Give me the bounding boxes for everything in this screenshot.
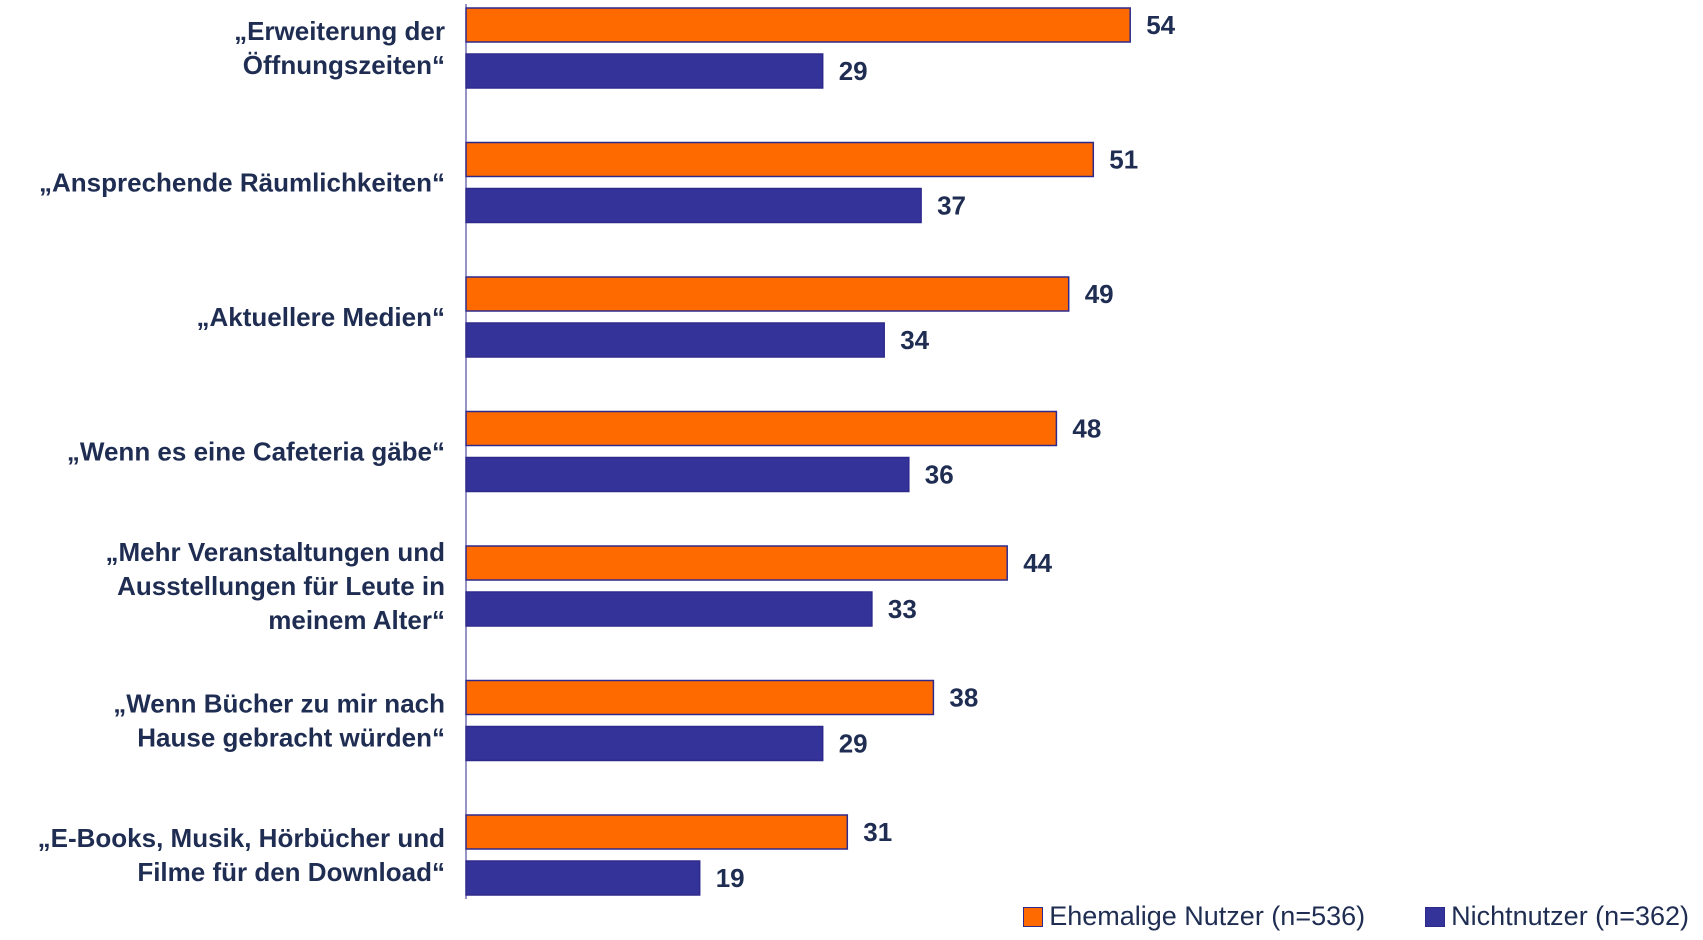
bar-nichtnutzer-4 (465, 456, 910, 493)
category-label-6-line-1: „Wenn Bücher zu mir nach (113, 689, 445, 719)
legend-swatch-nichtnutzer (1425, 906, 1446, 927)
bar-nichtnutzer-7 (465, 860, 701, 896)
value-label-nichtnutzer-7: 19 (716, 863, 745, 893)
bar-ehemalige-7 (465, 814, 849, 850)
legend-label-nichtnutzer: Nichtnutzer (n=362) (1451, 901, 1689, 931)
category-label-1-line-1: „Erweiterung der (234, 16, 445, 46)
bar-ehemalige-5 (465, 545, 1008, 581)
bar-ehemalige-3 (465, 276, 1070, 312)
value-label-nichtnutzer-2: 37 (937, 191, 966, 221)
value-label-ehemalige-5: 44 (1023, 548, 1052, 578)
bar-ehemalige-1 (465, 7, 1131, 43)
value-label-nichtnutzer-1: 29 (839, 56, 868, 86)
category-label-7-line-2: Filme für den Download“ (137, 857, 445, 887)
value-label-nichtnutzer-3: 34 (900, 325, 929, 355)
bar-ehemalige-4 (465, 410, 1058, 447)
bar-nichtnutzer-2 (465, 187, 922, 224)
legend-swatch-ehemalige (1023, 906, 1044, 927)
value-label-ehemalige-6: 38 (949, 683, 978, 713)
legend-item-nichtnutzer: Nichtnutzer (n=362) (1425, 901, 1689, 932)
value-label-nichtnutzer-5: 33 (888, 594, 917, 624)
value-label-ehemalige-3: 49 (1085, 279, 1114, 309)
category-label-1-line-2: Öffnungszeiten“ (243, 50, 445, 80)
bar-nichtnutzer-6 (465, 725, 824, 762)
legend-label-ehemalige: Ehemalige Nutzer (n=536) (1049, 901, 1366, 931)
category-label-2: „Ansprechende Räumlichkeiten“ (39, 168, 445, 198)
value-label-ehemalige-2: 51 (1109, 145, 1138, 175)
bar-nichtnutzer-3 (465, 322, 885, 358)
value-label-nichtnutzer-4: 36 (925, 460, 954, 490)
bar-ehemalige-2 (465, 141, 1095, 178)
bar-ehemalige-6 (465, 679, 935, 716)
bar-nichtnutzer-1 (465, 53, 824, 89)
category-label-3: „Aktuellere Medien“ (196, 302, 445, 332)
bar-nichtnutzer-5 (465, 591, 873, 627)
value-label-ehemalige-1: 54 (1146, 10, 1175, 40)
value-label-ehemalige-7: 31 (863, 817, 892, 847)
category-label-5-line-3: meinem Alter“ (268, 605, 445, 635)
category-label-4: „Wenn es eine Cafeteria gäbe“ (67, 437, 445, 467)
value-label-nichtnutzer-6: 29 (839, 729, 868, 759)
category-label-7-line-1: „E-Books, Musik, Hörbücher und (38, 823, 445, 853)
chart-legend: Ehemalige Nutzer (n=536) Nichtnutzer (n=… (1023, 901, 1689, 932)
category-label-6-line-2: Hause gebracht würden“ (137, 723, 445, 753)
legend-item-ehemalige: Ehemalige Nutzer (n=536) (1023, 901, 1365, 932)
category-label-5-line-2: Ausstellungen für Leute in (117, 571, 445, 601)
value-label-ehemalige-4: 48 (1072, 414, 1101, 444)
category-label-5-line-1: „Mehr Veranstaltungen und (106, 537, 446, 567)
